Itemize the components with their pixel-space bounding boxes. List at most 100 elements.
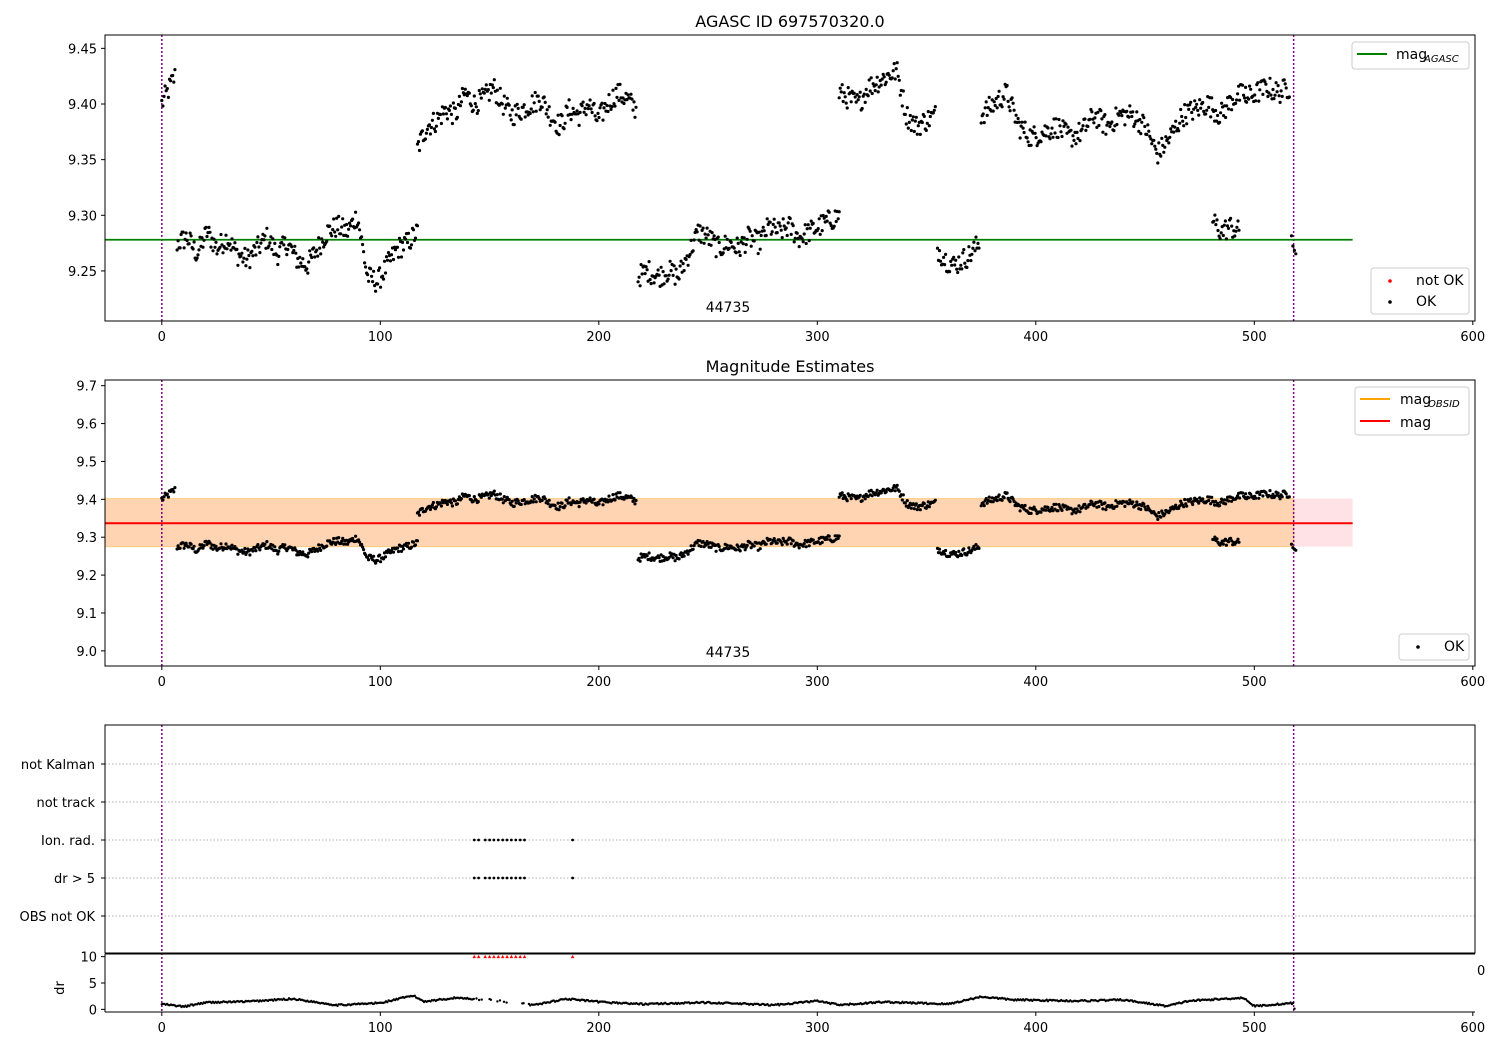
panel-magnitude-point: [489, 494, 493, 498]
panel-agasc-point: [692, 238, 696, 242]
panel-agasc-point: [1272, 97, 1276, 101]
panel-agasc-point: [534, 109, 538, 113]
panel-agasc-point: [614, 86, 618, 90]
panel-agasc-point: [782, 224, 786, 228]
panel-agasc-point: [877, 85, 881, 89]
panel-agasc-point: [780, 236, 784, 240]
panel-magnitude-point: [764, 542, 768, 546]
panel-magnitude-point: [337, 536, 341, 540]
panel-agasc-point: [424, 131, 428, 135]
panel-magnitude-point: [1029, 511, 1033, 515]
panel-magnitude-point: [543, 497, 547, 501]
panel-agasc-point: [1291, 244, 1295, 248]
panel-agasc-point: [837, 96, 841, 100]
dr-gt5-marker: [483, 954, 487, 959]
panel-magnitude-point: [772, 537, 776, 541]
panel-agasc-point: [965, 265, 969, 269]
panel-agasc-point: [1202, 109, 1206, 113]
panel-agasc-point: [943, 263, 947, 267]
panel-agasc-point: [1196, 108, 1200, 112]
panel-magnitude-point: [319, 548, 323, 553]
panel-magnitude-point: [1070, 512, 1074, 516]
panel-agasc-point: [372, 269, 376, 273]
panel-agasc-point: [519, 117, 523, 121]
panel-agasc-point: [928, 114, 932, 119]
panel-magnitude-point: [870, 494, 874, 498]
panel-agasc-point: [1088, 117, 1092, 121]
panel-agasc-point: [420, 129, 424, 133]
panel-dr-edge-label: 0: [1477, 964, 1485, 979]
panel-agasc-point: [313, 255, 317, 259]
panel-magnitude-point: [448, 498, 452, 502]
panel-magnitude-point: [981, 501, 985, 505]
panel-agasc-point: [221, 251, 225, 255]
panel-agasc-point: [908, 113, 912, 118]
panel-magnitude-point: [820, 540, 824, 545]
panel-dr-xtick-label: 500: [1242, 1021, 1267, 1036]
panel-agasc-point: [1078, 139, 1082, 143]
panel-agasc-legend-bottom: not OK OK: [1370, 267, 1470, 315]
panel-magnitude-point: [601, 503, 605, 507]
panel-agasc-point: [1084, 128, 1088, 132]
panel-magnitude-point: [701, 540, 705, 544]
panel-magnitude-point: [258, 548, 262, 552]
panel-agasc-point: [966, 259, 970, 263]
panel-agasc-point: [950, 263, 954, 267]
flag-point: [488, 876, 491, 880]
panel-magnitude-point: [691, 547, 695, 551]
panel-magnitude-point: [1219, 500, 1223, 504]
panel-agasc-point: [173, 68, 177, 72]
flag-point: [488, 838, 491, 842]
panel-agasc-point: [1201, 100, 1205, 105]
panel-agasc-point: [195, 256, 199, 260]
panel-magnitude-point: [645, 554, 649, 558]
panel-agasc-point: [578, 110, 582, 114]
panel-agasc-point: [1130, 114, 1134, 119]
panel-magnitude-point: [845, 499, 849, 503]
panel-magnitude-point: [780, 543, 784, 547]
panel-agasc-point: [1108, 125, 1112, 129]
panel-magnitude-point: [905, 499, 909, 503]
panel-magnitude-point: [540, 498, 544, 502]
panel-agasc-point: [948, 270, 952, 274]
panel-agasc-point: [593, 114, 597, 118]
panel-magnitude-point: [637, 556, 641, 560]
panel-agasc-point: [1269, 93, 1273, 97]
flag-point: [514, 838, 518, 842]
panel-magnitude-point: [839, 493, 843, 497]
panel-magnitude-point: [1185, 504, 1189, 508]
panel-magnitude-point: [439, 504, 443, 508]
panel-agasc-point: [1236, 92, 1240, 96]
panel-magnitude-point: [606, 500, 610, 504]
panel-agasc-point: [1253, 93, 1257, 97]
panel-agasc-point: [679, 259, 683, 263]
panel-magnitude-point: [413, 543, 418, 547]
panel-agasc-point: [379, 285, 383, 289]
panel-magnitude-point: [1287, 495, 1291, 499]
panel-magnitude-point: [1002, 496, 1006, 500]
panel-magnitude-point: [849, 497, 853, 501]
panel-agasc-point: [479, 96, 483, 100]
panel-agasc-point: [546, 115, 550, 119]
panel-agasc-ytick-label: 9.45: [68, 42, 97, 57]
panel-magnitude-point: [376, 559, 380, 563]
panel-agasc-point: [636, 280, 640, 284]
panel-magnitude-point: [1179, 499, 1183, 503]
panel-agasc-point: [967, 245, 971, 249]
panel-agasc-point: [1101, 130, 1105, 134]
panel-agasc-point: [617, 98, 621, 102]
panel-magnitude-point: [804, 545, 808, 549]
panel-agasc-point: [320, 237, 324, 241]
panel-agasc-point: [904, 122, 908, 126]
panel-agasc-point: [243, 246, 247, 250]
panel-agasc-point: [205, 234, 209, 239]
panel-dr-ytick-label: 10: [80, 951, 97, 966]
panel-magnitude-point: [699, 544, 703, 549]
panel-magnitude-point: [378, 553, 382, 557]
panel-magnitude-point: [401, 547, 406, 551]
panel-agasc-point: [1185, 122, 1189, 126]
panel-agasc-point: [486, 88, 490, 92]
panel-agasc-point: [502, 94, 506, 98]
panel-agasc-point: [505, 96, 509, 100]
